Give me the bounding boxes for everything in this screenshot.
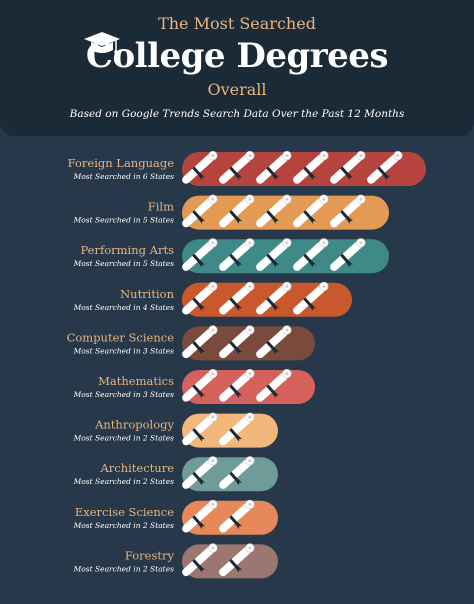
- category-label: Computer Science: [67, 330, 175, 344]
- diploma-scroll-icon: [330, 238, 366, 271]
- diploma-scroll-icon: [182, 194, 218, 228]
- category-subtitle: Most Searched in 5 States: [73, 259, 175, 268]
- diploma-scroll-icon: [182, 281, 218, 315]
- diploma-scroll-icon: [219, 369, 255, 402]
- diploma-scroll-icon: [256, 194, 292, 228]
- category-subtitle: Most Searched in 5 States: [73, 216, 175, 225]
- category-label: Anthropology: [94, 418, 174, 432]
- diploma-scroll-icon: [219, 194, 255, 228]
- category-subtitle: Most Searched in 3 States: [73, 346, 175, 355]
- category-subtitle: Most Searched in 2 States: [73, 434, 175, 443]
- category-subtitle: Most Searched in 2 States: [73, 477, 175, 486]
- diploma-scroll-icon: [293, 194, 329, 228]
- category-subtitle: Most Searched in 2 States: [73, 564, 175, 573]
- header-panel: [0, 0, 474, 136]
- diploma-scroll-icon: [219, 325, 255, 359]
- diploma-scroll-icon: [293, 238, 329, 271]
- diploma-scroll-icon: [219, 412, 255, 446]
- diploma-scroll-icon: [330, 151, 366, 184]
- category-label: Mathematics: [98, 374, 174, 388]
- diploma-scroll-icon: [219, 456, 255, 489]
- category-label: Foreign Language: [68, 156, 175, 170]
- chart-note: Based on Google Trends Search Data Over …: [69, 108, 405, 120]
- diploma-scroll-icon: [256, 238, 292, 271]
- category-label: Architecture: [99, 461, 174, 475]
- diploma-scroll-icon: [219, 151, 255, 184]
- graduation-cap-icon: [84, 32, 120, 54]
- diploma-scroll-icon: [293, 281, 329, 315]
- diploma-scroll-icon: [219, 543, 255, 577]
- diploma-scroll-icon: [256, 325, 292, 359]
- diploma-scroll-icon: [182, 238, 218, 271]
- diploma-scroll-icon: [219, 281, 255, 315]
- diploma-scroll-icon: [367, 151, 403, 184]
- diploma-scroll-icon: [219, 499, 255, 533]
- category-subtitle: Most Searched in 4 States: [73, 303, 175, 312]
- diploma-scroll-icon: [182, 412, 218, 446]
- diploma-scroll-icon: [182, 499, 218, 533]
- chart-title: College Degrees: [85, 36, 389, 76]
- diploma-scroll-icon: [182, 325, 218, 359]
- title-line-3: Overall: [207, 80, 267, 99]
- diploma-scroll-icon: [182, 543, 218, 577]
- diploma-scroll-icon: [330, 194, 366, 228]
- category-subtitle: Most Searched in 6 States: [73, 172, 175, 181]
- diploma-scroll-icon: [256, 369, 292, 402]
- category-label: Exercise Science: [75, 505, 174, 519]
- category-subtitle: Most Searched in 2 States: [73, 521, 175, 530]
- diploma-scroll-icon: [182, 456, 218, 489]
- category-label: Forestry: [125, 548, 175, 562]
- diploma-scroll-icon: [256, 281, 292, 315]
- diploma-scroll-icon: [182, 369, 218, 402]
- diploma-scroll-icon: [293, 151, 329, 184]
- diploma-scroll-icon: [219, 238, 255, 271]
- category-label: Film: [148, 200, 174, 214]
- category-label: Performing Arts: [80, 243, 174, 257]
- category-subtitle: Most Searched in 3 States: [73, 390, 175, 399]
- diploma-scroll-icon: [256, 151, 292, 184]
- category-label: Nutrition: [120, 287, 174, 301]
- title-line-1: The Most Searched: [158, 14, 316, 33]
- diploma-scroll-icon: [182, 151, 218, 184]
